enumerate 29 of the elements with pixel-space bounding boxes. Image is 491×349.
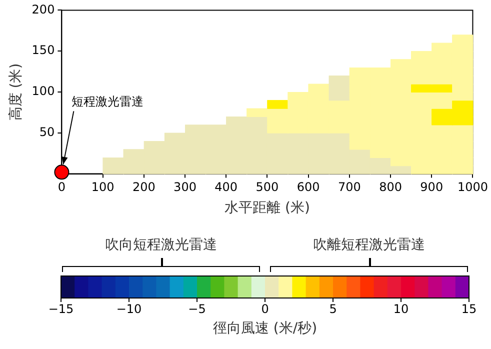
color-bar-label: −5 [188, 302, 206, 316]
annotation: 短程激光雷達 [72, 94, 144, 108]
color-bar-label: 0 [261, 302, 269, 316]
x-tick-label: 1000 [457, 180, 488, 194]
x-tick-label: 200 [132, 180, 156, 194]
text: 吹離短程激光雷達 [312, 236, 426, 254]
y-tick-label: 150 [32, 43, 55, 58]
color-bar-label: −15 [48, 302, 74, 316]
x-tick-label: 700 [338, 180, 361, 194]
text: 吹向短程激光雷達 [104, 236, 218, 254]
x-tick-label: 500 [256, 180, 279, 194]
y-tick-label: 50 [39, 125, 55, 140]
x-tick-label: 300 [174, 180, 196, 194]
x-tick-label: 100 [91, 180, 114, 194]
x-axis-title: 水平距離 (米) [224, 200, 310, 216]
x-tick-label: 600 [296, 180, 320, 194]
y-tick-label: 200 [32, 2, 55, 16]
y-tick-label: 100 [32, 84, 55, 98]
color-bar-title: 徑向風速 (米/秒) [212, 320, 318, 337]
point [54, 164, 70, 180]
color-bar-label: 15 [461, 302, 477, 316]
color-bar-label: −10 [116, 302, 142, 316]
x-tick-label: 800 [379, 180, 402, 194]
color-bar-label: 5 [329, 302, 337, 316]
x-tick-label: 0 [58, 180, 66, 194]
y-axis-title: 高度 (米) [8, 63, 24, 121]
x-tick-label: 400 [214, 180, 238, 194]
x-tick-label: 900 [420, 180, 444, 194]
color-bar-label: 10 [393, 302, 409, 316]
